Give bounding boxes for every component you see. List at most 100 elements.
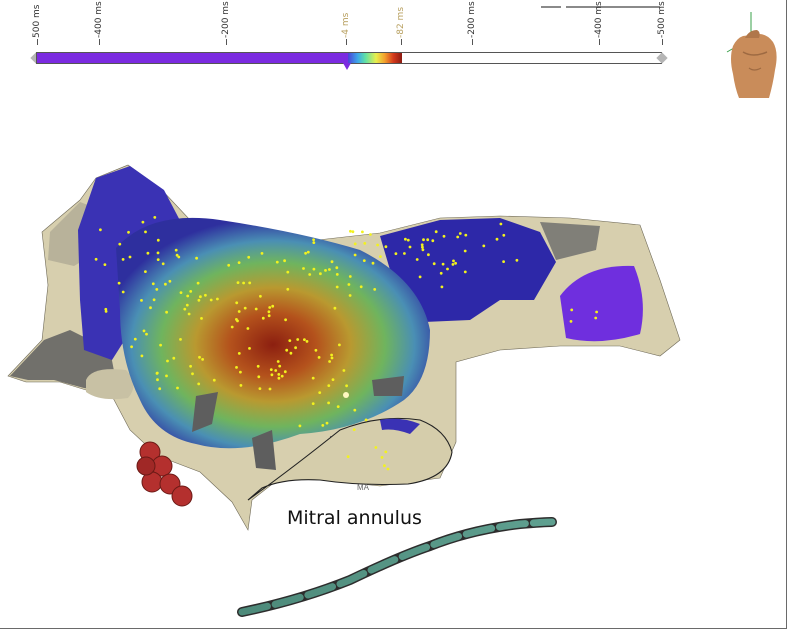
mapping-point	[346, 455, 350, 458]
mapping-point	[267, 310, 271, 314]
mapping-point	[404, 237, 407, 241]
mapping-point	[239, 370, 242, 374]
mapping-point	[303, 338, 306, 341]
mapping-point	[146, 251, 150, 255]
mitral-annulus-label: Mitral annulus	[287, 507, 422, 529]
mapping-point	[189, 364, 193, 368]
mapping-point	[158, 387, 162, 391]
mapping-point	[345, 384, 348, 388]
mapping-point	[204, 293, 207, 297]
mapping-point	[570, 308, 574, 312]
mapping-point	[331, 378, 335, 381]
mapping-point	[104, 307, 108, 311]
mapping-point	[289, 351, 293, 355]
mapping-point	[261, 316, 265, 320]
catheter-icon[interactable]	[237, 517, 557, 617]
mapping-point	[330, 260, 334, 264]
mapping-point	[140, 354, 144, 358]
mapping-point	[156, 251, 160, 255]
mapping-point	[235, 301, 239, 305]
mapping-point	[145, 332, 148, 336]
mapping-point	[384, 450, 388, 454]
mapping-point	[185, 303, 189, 307]
mapping-point	[311, 376, 315, 380]
mapping-point	[454, 261, 457, 265]
mapping-point	[594, 316, 598, 320]
mapping-point	[197, 298, 201, 302]
mapping-point	[153, 216, 157, 219]
header-divider	[566, 6, 660, 8]
mapping-point	[383, 464, 386, 468]
mapping-point	[288, 339, 292, 342]
mapping-point	[260, 252, 264, 255]
scale-tick	[346, 39, 347, 45]
mapping-point	[306, 250, 310, 254]
mapping-point	[327, 384, 331, 387]
mapping-point	[338, 343, 341, 347]
mapping-point	[318, 391, 322, 394]
mapping-point	[328, 360, 331, 363]
mapping-point	[418, 275, 422, 279]
mapping-point	[456, 235, 460, 239]
mapping-point	[302, 267, 305, 270]
scale-tick	[401, 39, 402, 45]
ablation-lesion-icon[interactable]	[136, 441, 193, 507]
mapping-point	[195, 256, 199, 260]
mapping-point	[197, 382, 201, 386]
mapping-point	[149, 306, 152, 310]
mapping-point	[283, 259, 286, 263]
mapping-point	[296, 338, 300, 341]
mapping-point	[247, 255, 251, 259]
mapping-point	[276, 360, 280, 363]
mapping-point	[259, 294, 262, 298]
window-marker-icon[interactable]	[343, 63, 351, 71]
mapping-point	[248, 281, 252, 285]
mapping-point	[242, 281, 246, 285]
unmapped-region	[372, 376, 404, 396]
mapping-point	[268, 306, 272, 309]
late-activation-region	[380, 218, 556, 322]
late-activation-region	[380, 418, 420, 434]
mapping-point	[216, 297, 219, 301]
mapping-point	[440, 285, 444, 289]
scale-tick	[599, 39, 600, 45]
mapping-point	[198, 355, 201, 359]
mapping-point	[271, 304, 275, 308]
mapping-point	[209, 298, 213, 302]
mapping-point	[191, 372, 194, 376]
mapping-point	[239, 384, 243, 387]
mapping-point	[463, 270, 467, 274]
mapping-point	[312, 238, 315, 242]
mapping-point	[463, 249, 467, 253]
mapping-point	[353, 408, 357, 412]
scale-tick	[662, 39, 663, 45]
surface-patch	[86, 369, 134, 400]
mapping-point	[258, 387, 262, 390]
mapping-point	[305, 340, 309, 343]
mapping-point	[277, 376, 281, 380]
mapping-point	[327, 401, 330, 405]
mapping-point	[328, 268, 331, 271]
mapping-point	[144, 270, 147, 273]
mapping-point	[256, 364, 260, 368]
mapping-point	[434, 230, 438, 234]
mapping-point	[451, 263, 455, 266]
mapping-point	[352, 428, 356, 431]
mapping-point	[186, 294, 190, 298]
mapping-point	[174, 248, 178, 252]
mapping-point	[121, 290, 125, 294]
mapping-point	[427, 253, 430, 257]
mapping-point	[236, 281, 240, 284]
mapping-point	[569, 320, 573, 323]
torso-orientation-icon[interactable]	[723, 8, 783, 106]
mapping-point	[353, 242, 357, 246]
mapping-point	[362, 259, 366, 262]
mapping-point	[441, 262, 445, 266]
mapping-point	[308, 273, 312, 276]
mapping-point	[183, 307, 187, 311]
mapping-point	[304, 251, 307, 255]
mapping-point	[166, 359, 169, 363]
mapping-point	[422, 238, 425, 242]
mapping-point	[458, 232, 462, 235]
